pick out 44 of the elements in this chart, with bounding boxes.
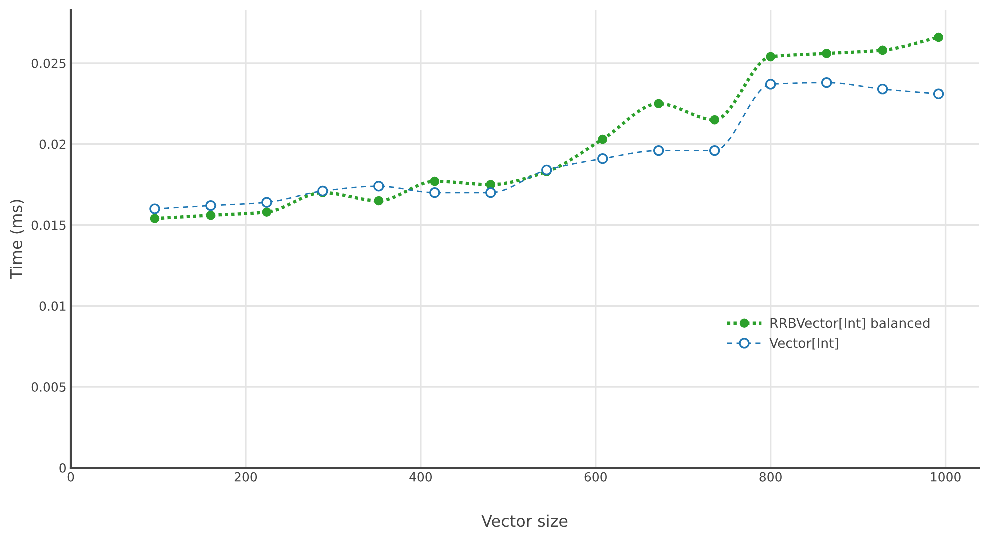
point xyxy=(934,32,944,42)
x-axis-title: Vector size xyxy=(482,514,568,528)
x-tick-label: 800 xyxy=(760,472,782,482)
point xyxy=(654,99,664,109)
x-tick-label: 1000 xyxy=(931,472,961,482)
y-axis-title: Time (ms) xyxy=(10,200,24,280)
point xyxy=(598,154,608,164)
point xyxy=(430,188,440,198)
point xyxy=(318,186,328,197)
point xyxy=(765,79,776,90)
legend-label: Vector[Int] xyxy=(770,338,838,350)
x-tick-label: 200 xyxy=(234,472,258,482)
point xyxy=(598,134,608,144)
y-tick-label: 0.01 xyxy=(40,302,66,312)
point xyxy=(821,77,832,88)
x-tick-label: 600 xyxy=(584,472,607,482)
point xyxy=(150,204,160,214)
point xyxy=(206,200,216,212)
point xyxy=(710,145,720,156)
point xyxy=(542,164,552,176)
point xyxy=(374,196,384,206)
point xyxy=(486,180,496,190)
point xyxy=(654,145,664,156)
x-tick-label: 0 xyxy=(68,472,74,482)
point xyxy=(150,214,160,224)
point xyxy=(878,46,888,56)
x-tick-label: 400 xyxy=(410,472,432,482)
point xyxy=(262,208,272,217)
y-tick-label: 0.015 xyxy=(32,220,66,230)
point xyxy=(822,49,832,58)
point xyxy=(766,52,776,62)
y-tick-label: 0 xyxy=(60,463,66,473)
point xyxy=(933,88,944,100)
point xyxy=(710,115,720,125)
legend-label: RRBVector[Int] balanced xyxy=(770,318,930,330)
point xyxy=(430,176,440,186)
point xyxy=(206,210,216,220)
point xyxy=(486,188,496,198)
y-tick-label: 0.005 xyxy=(32,382,66,392)
point xyxy=(262,197,272,208)
y-tick-label: 0.025 xyxy=(32,58,66,68)
point xyxy=(374,181,384,192)
point xyxy=(877,84,888,95)
y-tick-label: 0.02 xyxy=(40,140,66,150)
